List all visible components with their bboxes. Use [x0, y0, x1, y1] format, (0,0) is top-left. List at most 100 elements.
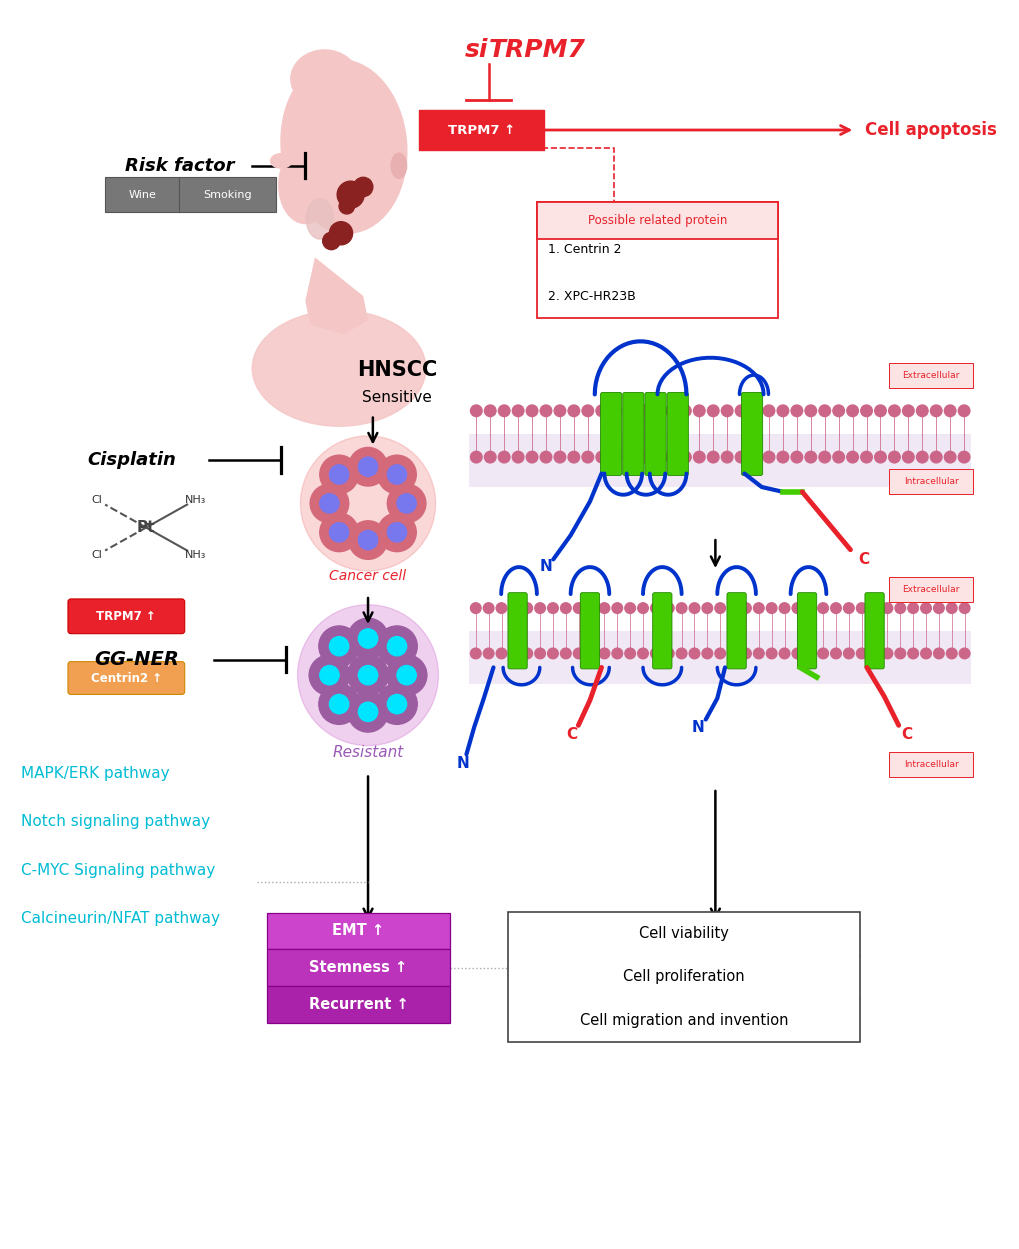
Text: Wine: Wine: [128, 190, 156, 200]
Text: 1. Centrin 2: 1. Centrin 2: [548, 244, 622, 256]
Circle shape: [560, 603, 571, 613]
FancyBboxPatch shape: [741, 392, 762, 476]
FancyBboxPatch shape: [507, 593, 527, 669]
Circle shape: [720, 451, 733, 463]
Circle shape: [735, 451, 746, 463]
Circle shape: [495, 603, 506, 613]
Text: NH₃: NH₃: [184, 495, 206, 505]
FancyBboxPatch shape: [536, 202, 777, 239]
Text: TRPM7: TRPM7: [488, 37, 585, 62]
Text: TRPM7 ↑: TRPM7 ↑: [97, 610, 156, 623]
Circle shape: [804, 405, 816, 417]
Circle shape: [508, 603, 519, 613]
Text: Centrin2 ↑: Centrin2 ↑: [91, 672, 162, 684]
Circle shape: [916, 405, 927, 417]
Text: Cisplatin: Cisplatin: [87, 451, 176, 468]
Circle shape: [625, 603, 635, 613]
Circle shape: [714, 603, 725, 613]
FancyBboxPatch shape: [469, 631, 970, 684]
FancyBboxPatch shape: [666, 392, 688, 476]
Circle shape: [779, 603, 789, 613]
Text: C: C: [566, 727, 577, 742]
Circle shape: [902, 451, 913, 463]
Circle shape: [637, 451, 649, 463]
Text: Pt: Pt: [137, 520, 155, 535]
Polygon shape: [305, 257, 368, 335]
Circle shape: [676, 603, 686, 613]
Circle shape: [791, 451, 802, 463]
Circle shape: [791, 405, 802, 417]
Circle shape: [470, 405, 482, 417]
FancyBboxPatch shape: [178, 177, 276, 212]
Circle shape: [377, 513, 416, 552]
Text: 2. XPC-HR23B: 2. XPC-HR23B: [548, 291, 636, 304]
Circle shape: [829, 603, 841, 613]
Circle shape: [498, 405, 510, 417]
Circle shape: [498, 451, 510, 463]
Circle shape: [624, 451, 635, 463]
FancyBboxPatch shape: [266, 913, 449, 949]
Circle shape: [749, 405, 760, 417]
Circle shape: [920, 603, 930, 613]
Text: Sensitive: Sensitive: [362, 390, 431, 405]
Text: GG-NER: GG-NER: [94, 651, 178, 669]
Circle shape: [320, 513, 358, 552]
Circle shape: [547, 648, 557, 658]
Circle shape: [946, 648, 956, 658]
Circle shape: [354, 177, 373, 196]
Circle shape: [929, 451, 942, 463]
Circle shape: [483, 603, 493, 613]
Text: Recurrent ↑: Recurrent ↑: [308, 997, 408, 1012]
Circle shape: [358, 531, 377, 550]
Text: Cell proliferation: Cell proliferation: [623, 969, 744, 984]
Circle shape: [727, 648, 738, 658]
Circle shape: [624, 405, 635, 417]
Circle shape: [298, 605, 438, 746]
Circle shape: [568, 451, 579, 463]
Circle shape: [779, 648, 789, 658]
Circle shape: [959, 603, 969, 613]
FancyBboxPatch shape: [797, 593, 816, 669]
Circle shape: [860, 405, 871, 417]
Circle shape: [714, 648, 725, 658]
Circle shape: [693, 405, 704, 417]
Circle shape: [929, 405, 942, 417]
Circle shape: [329, 221, 353, 245]
Circle shape: [609, 451, 621, 463]
Circle shape: [707, 451, 718, 463]
Circle shape: [679, 451, 691, 463]
Circle shape: [920, 648, 930, 658]
Circle shape: [609, 405, 621, 417]
Text: Resistant: Resistant: [332, 744, 404, 759]
Circle shape: [495, 648, 506, 658]
Text: MAPK/ERK pathway: MAPK/ERK pathway: [20, 766, 169, 781]
Circle shape: [553, 451, 566, 463]
Circle shape: [376, 626, 417, 667]
Circle shape: [846, 451, 858, 463]
Circle shape: [319, 626, 359, 667]
Text: Cell apoptosis: Cell apoptosis: [864, 121, 996, 139]
Circle shape: [765, 603, 776, 613]
Circle shape: [958, 405, 969, 417]
Circle shape: [753, 603, 763, 613]
Circle shape: [727, 603, 738, 613]
Circle shape: [818, 451, 829, 463]
Circle shape: [540, 405, 551, 417]
Circle shape: [470, 451, 482, 463]
Circle shape: [637, 648, 648, 658]
Circle shape: [310, 485, 348, 523]
Text: Cl: Cl: [92, 495, 102, 505]
Circle shape: [553, 405, 566, 417]
Circle shape: [958, 451, 969, 463]
FancyBboxPatch shape: [580, 593, 599, 669]
Circle shape: [676, 648, 686, 658]
FancyBboxPatch shape: [600, 392, 622, 476]
Circle shape: [387, 637, 407, 656]
FancyBboxPatch shape: [469, 433, 970, 487]
Circle shape: [512, 405, 524, 417]
Text: N: N: [691, 721, 703, 736]
Circle shape: [376, 684, 417, 724]
FancyBboxPatch shape: [652, 593, 672, 669]
Circle shape: [916, 451, 927, 463]
Circle shape: [484, 405, 495, 417]
